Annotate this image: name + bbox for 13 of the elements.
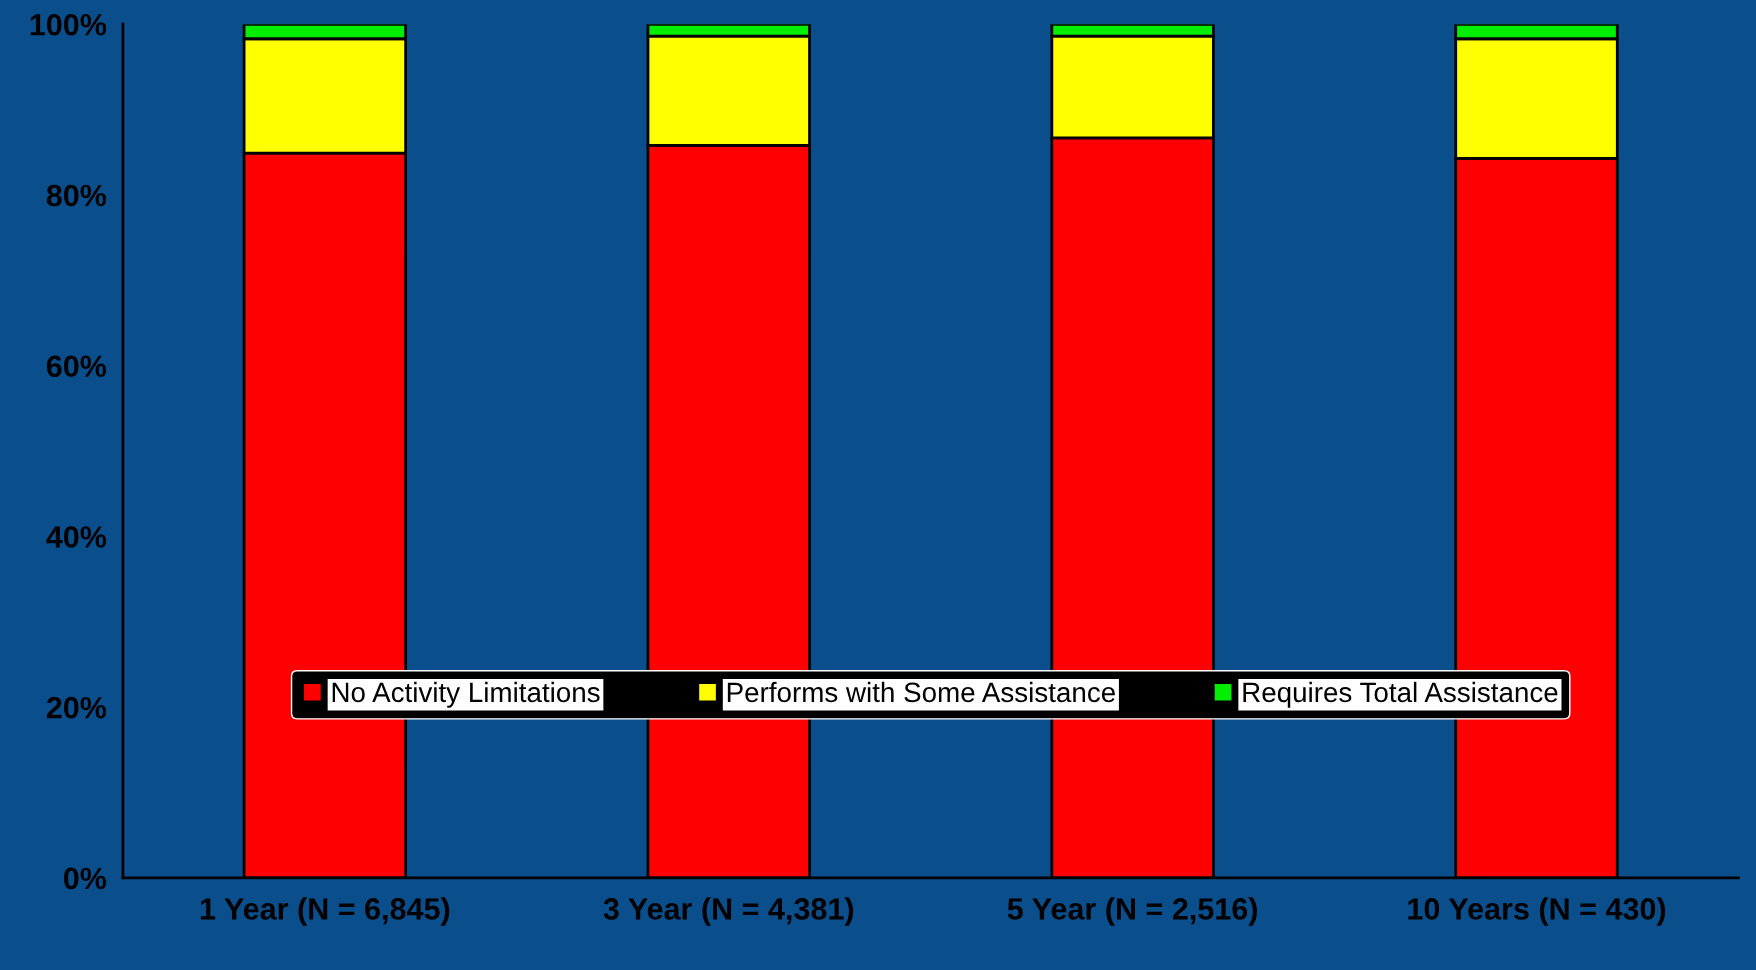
legend-label: No Activity Limitations	[332, 681, 600, 708]
x-tick-label: 3 Year (N = 4,381)	[603, 897, 854, 926]
x-tick-label: 10 Years (N = 430)	[1408, 897, 1666, 926]
y-tick-label: 60%	[46, 355, 107, 378]
x-tick-label: 1 Year (N = 6,845)	[200, 897, 450, 926]
legend-label: Requires Total Assistance	[1243, 681, 1558, 708]
y-tick-label: 20%	[46, 696, 107, 719]
legend-label: Performs with Some Assistance	[727, 681, 1115, 703]
x-tick-label: 5 Year (N = 2,516)	[1007, 897, 1257, 926]
y-tick-label: 40%	[46, 526, 107, 548]
y-tick-label: 100%	[30, 13, 107, 36]
y-tick-label: 0%	[63, 867, 107, 890]
y-tick-label: 80%	[46, 184, 107, 207]
